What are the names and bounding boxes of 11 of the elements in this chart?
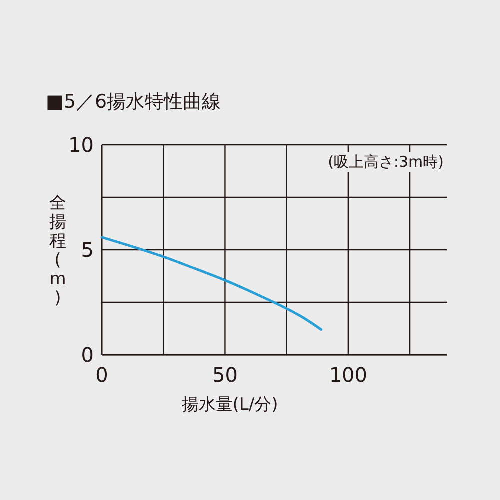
x-axis-title: 揚水量(L/分) xyxy=(182,395,278,415)
y-tick-label: 0 xyxy=(81,343,94,367)
y-tick-label: 5 xyxy=(81,238,94,262)
chart-title: ■5／6揚水特性曲線 xyxy=(46,91,222,113)
x-tick-label: 0 xyxy=(96,363,108,387)
x-tick-label: 100 xyxy=(329,363,368,387)
line-series xyxy=(100,236,323,332)
annotation: (吸上高さ:3m時) xyxy=(328,153,444,171)
y-tick-label: 10 xyxy=(68,133,94,157)
x-tick-label: 50 xyxy=(212,363,238,387)
y-axis-title: 全揚程(m) xyxy=(50,194,66,308)
